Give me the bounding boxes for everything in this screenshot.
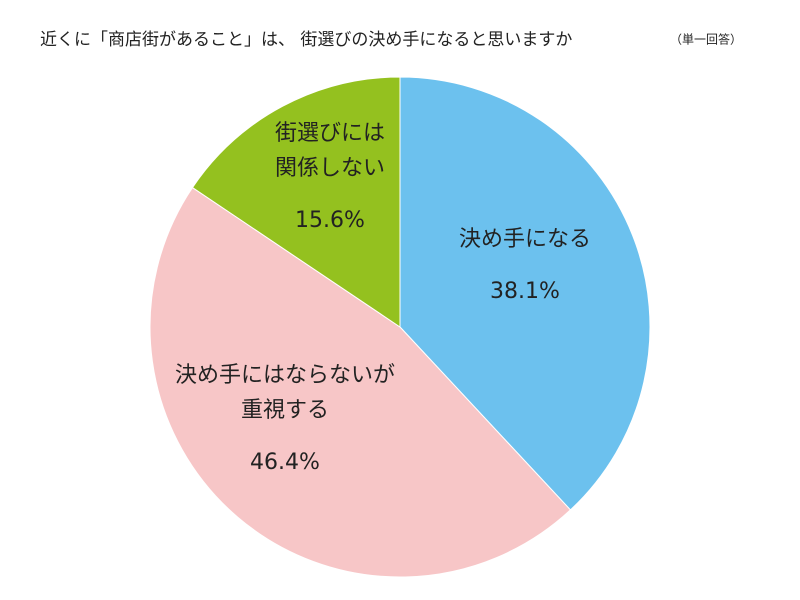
chart-title: 近くに「商店街があること」は、 街選びの決め手になると思いますか	[40, 30, 572, 50]
pie-slice	[191, 76, 401, 328]
slice-label: 決め手になる	[459, 227, 591, 252]
value-label: 38.1%	[490, 279, 560, 304]
value-label: 15.6%	[295, 208, 365, 233]
pie-slice	[149, 186, 572, 578]
value-label: 46.4%	[250, 450, 320, 475]
slice-label: 街選びには	[275, 121, 385, 146]
slice-label: 決め手にはならないが	[175, 363, 395, 388]
pie-slice	[399, 76, 651, 511]
slice-label: 重視する	[241, 398, 329, 423]
slice-label: 関係しない	[275, 156, 385, 181]
chart-subtitle: （単一回答）	[670, 32, 742, 47]
